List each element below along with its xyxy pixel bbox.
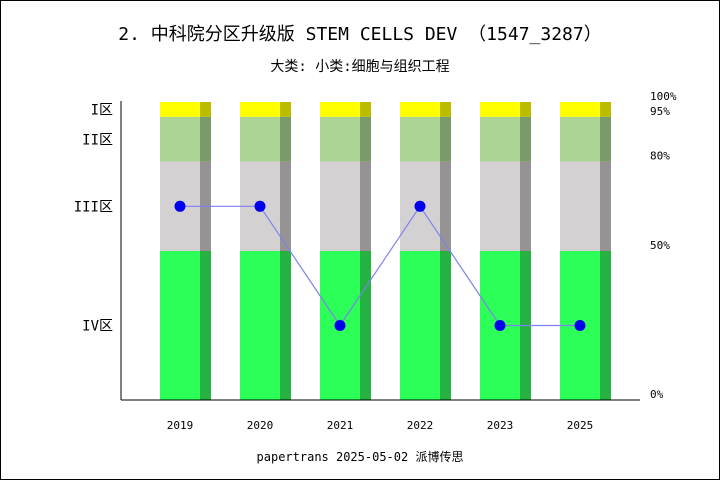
bar-shade-2022-1 — [440, 116, 451, 162]
right-tick-label: 100% — [650, 90, 677, 103]
bar-shade-2021-1 — [360, 116, 371, 162]
bar-shade-2020-2 — [280, 161, 291, 251]
bar-segment-2023-1 — [480, 116, 520, 162]
bar-shade-2020-1 — [280, 116, 291, 162]
bar-segment-2022-1 — [400, 116, 440, 162]
bar-segment-2021-1 — [320, 116, 360, 162]
bar-segment-2021-2 — [320, 161, 360, 251]
data-point-2021 — [334, 320, 346, 331]
series-layer — [174, 200, 586, 331]
bar-shade-2021-0 — [360, 102, 371, 117]
data-point-2019 — [174, 200, 186, 212]
bar-shade-2021-2 — [360, 161, 371, 251]
bar-shade-2020-0 — [280, 102, 291, 117]
zone-label: I区 — [91, 102, 113, 118]
bar-segment-2019-1 — [160, 116, 200, 162]
bar-shade-2020-3 — [280, 251, 291, 400]
bar-segment-2020-3 — [240, 251, 280, 400]
bar-shade-2021-3 — [360, 251, 371, 400]
right-tick-label: 0% — [650, 388, 664, 401]
bar-shade-2023-1 — [520, 116, 531, 162]
x-tick-label: 2021 — [327, 419, 354, 432]
bar-segment-2025-0 — [560, 102, 600, 117]
chart-subtitle: 大类: 小类:细胞与组织工程 — [270, 59, 450, 75]
x-tick-label: 2020 — [247, 419, 274, 432]
bar-segment-2020-0 — [240, 102, 280, 117]
bar-segment-2019-3 — [160, 251, 200, 400]
data-point-2025 — [574, 320, 586, 331]
x-tick-label: 2019 — [167, 419, 194, 432]
x-tick-label: 2023 — [487, 419, 514, 432]
bar-shade-2023-0 — [520, 102, 531, 117]
bar-shade-2025-3 — [600, 251, 611, 400]
right-tick-labels: 100% 95% 80% 50% 0% — [650, 90, 677, 401]
zone-labels: I区 II区 III区 IV区 — [74, 102, 113, 334]
right-tick-label: 50% — [650, 239, 670, 252]
bar-segment-2023-2 — [480, 161, 520, 251]
zone-label: IV区 — [82, 319, 113, 335]
bar-shade-2019-1 — [200, 116, 211, 162]
x-tick-labels: 2019 2020 2021 2022 2023 2025 — [167, 419, 594, 432]
zone-label: II区 — [82, 132, 113, 148]
bar-shade-2022-2 — [440, 161, 451, 251]
bar-segment-2022-0 — [400, 102, 440, 117]
bar-segment-2021-0 — [320, 102, 360, 117]
bar-shade-2025-1 — [600, 116, 611, 162]
chart-title: 2. 中科院分区升级版 STEM CELLS DEV （1547_3287） — [118, 24, 602, 45]
bar-shade-2023-2 — [520, 161, 531, 251]
zone-label: III区 — [74, 199, 113, 215]
bar-shade-2022-3 — [440, 251, 451, 400]
x-tick-label: 2022 — [407, 419, 434, 432]
x-tick-label: 2025 — [567, 419, 594, 432]
chart-footer: papertrans 2025-05-02 派博传思 — [256, 450, 464, 464]
data-point-2022 — [414, 200, 426, 212]
data-point-2020 — [254, 200, 266, 212]
bar-segment-2020-1 — [240, 116, 280, 162]
bar-segment-2022-3 — [400, 251, 440, 400]
bars-layer — [160, 102, 611, 400]
series-line-0 — [180, 205, 580, 327]
bar-shade-2025-0 — [600, 102, 611, 117]
bar-shade-2022-0 — [440, 102, 451, 117]
data-point-2023 — [494, 320, 506, 331]
right-tick-label: 80% — [650, 150, 670, 163]
axes-layer — [120, 101, 640, 401]
bar-segment-2019-0 — [160, 102, 200, 117]
bar-shade-2019-0 — [200, 102, 211, 117]
bar-segment-2025-1 — [560, 116, 600, 162]
bar-shade-2025-2 — [600, 161, 611, 251]
bar-shade-2019-3 — [200, 251, 211, 400]
bar-segment-2023-0 — [480, 102, 520, 117]
right-tick-label: 95% — [650, 105, 670, 118]
bar-segment-2025-2 — [560, 161, 600, 251]
